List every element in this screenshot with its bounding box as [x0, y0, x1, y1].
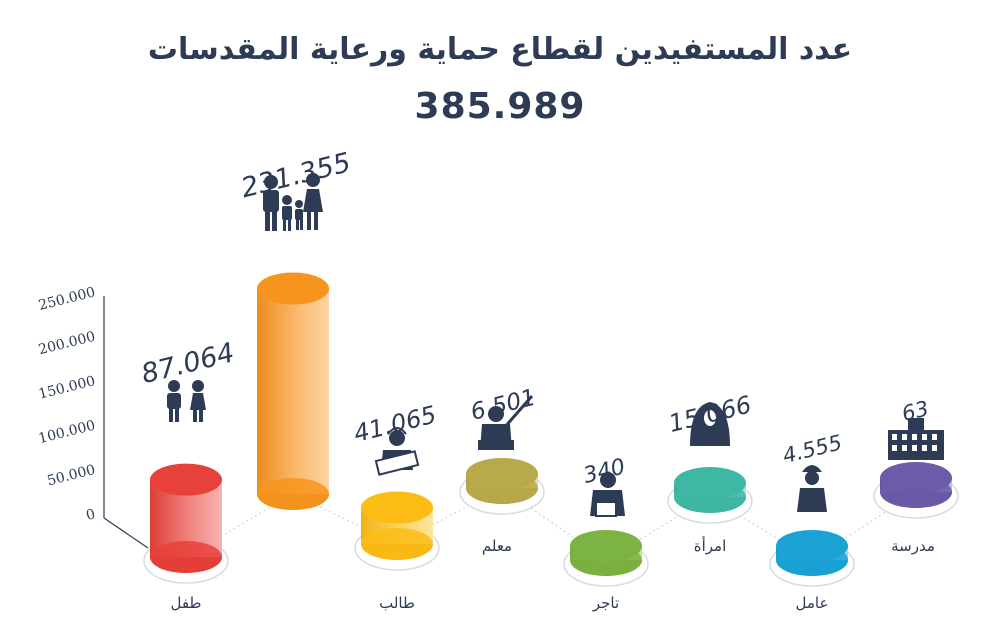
category-label: معلم — [482, 537, 512, 555]
axis-floor-line — [103, 517, 149, 549]
bar-5: 340 تاجر — [563, 454, 649, 612]
bar-top-cap — [880, 462, 952, 494]
bar-4: 6.501 معلم — [459, 385, 545, 555]
school-icon — [888, 418, 944, 460]
student-icon — [374, 427, 420, 476]
category-label: طفل — [171, 594, 202, 612]
bar-body — [257, 288, 329, 494]
worker-icon — [797, 465, 827, 512]
bar-top-cap — [570, 530, 642, 562]
value-label: 4.555 — [780, 430, 844, 468]
y-tick-label: 50.000 — [46, 462, 97, 489]
y-tick-label: 100.000 — [37, 418, 97, 448]
category-label: عامل — [796, 594, 829, 612]
bar-7: 4.555 عامل — [769, 430, 855, 612]
value-label: 231.355 — [238, 147, 354, 204]
bar-bottom-cap — [150, 541, 222, 573]
bar-top-cap — [674, 467, 746, 499]
children-icon — [167, 380, 206, 422]
chart-title: عدد المستفيدين لقطاع حماية ورعاية المقدس… — [147, 32, 853, 67]
value-label: 87.064 — [138, 337, 237, 390]
y-tick-label: 250.000 — [37, 284, 97, 314]
bar-bottom-cap — [257, 478, 329, 510]
category-label: طالب — [379, 594, 415, 612]
bar-8: 63 مدرسة — [873, 396, 959, 555]
woman-icon — [690, 402, 730, 446]
category-label: مدرسة — [891, 537, 935, 555]
bar-top-cap — [150, 463, 222, 496]
total-beneficiaries: 385.989 — [414, 86, 586, 127]
bar-top-cap — [257, 272, 329, 305]
family-icon — [263, 173, 323, 231]
value-label: 63 — [899, 396, 931, 426]
category-label: امرأة — [694, 536, 727, 555]
bar-top-cap — [776, 530, 848, 562]
bar-top-cap — [466, 458, 538, 490]
bar-top-cap — [361, 491, 433, 524]
y-tick-label: 0 — [84, 506, 97, 524]
merchant-icon — [590, 472, 625, 517]
teacher-icon — [478, 395, 534, 450]
y-tick-label: 150.000 — [37, 373, 97, 403]
value-label: 6.501 — [468, 385, 538, 426]
value-label: 340 — [581, 454, 628, 488]
y-tick-label: 200.000 — [37, 329, 97, 359]
bar-bottom-cap — [361, 528, 433, 560]
bar-1: 87.064 طفل — [138, 337, 237, 612]
category-label: تاجر — [592, 594, 619, 612]
bar-2: 231.355 — [238, 147, 354, 510]
